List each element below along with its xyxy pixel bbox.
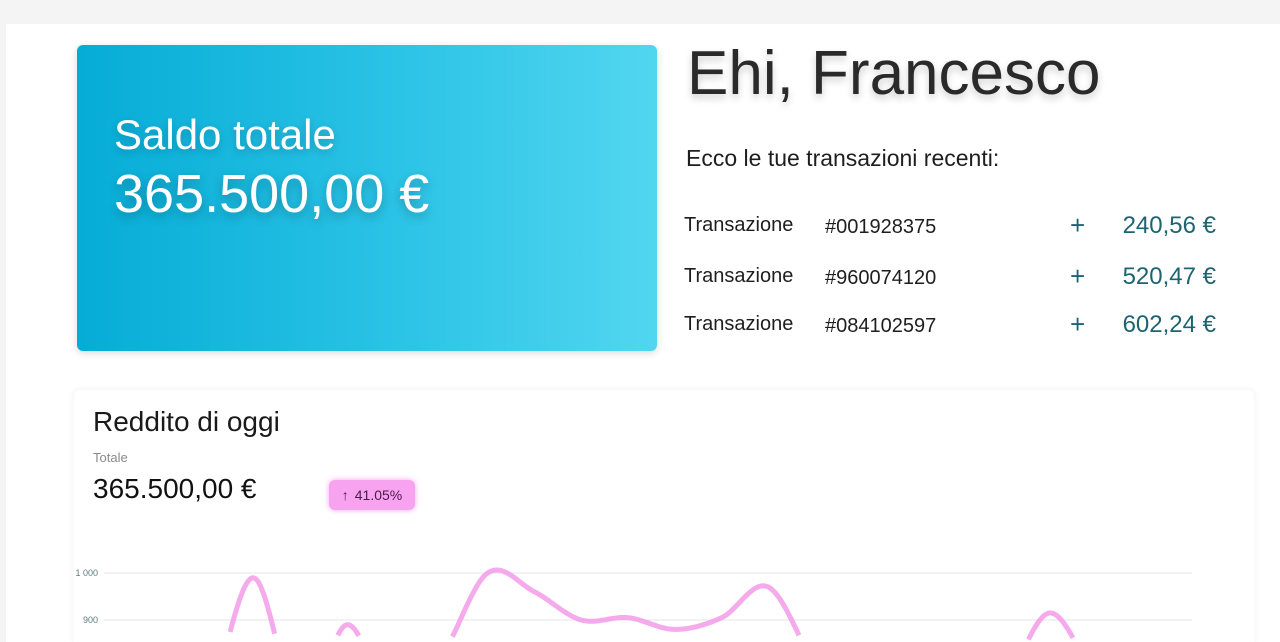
plus-icon: + xyxy=(1070,210,1086,240)
balance-value: 365.500,00 € xyxy=(114,164,430,224)
growth-badge: ↑ 41.05% xyxy=(329,480,415,510)
transactions-subtitle: Ecco le tue transazioni recenti: xyxy=(686,145,1000,171)
transaction-id: #001928375 xyxy=(825,216,937,238)
transaction-id: #960074120 xyxy=(825,267,937,289)
transaction-label: Transazione xyxy=(684,265,794,287)
transaction-amount: 240,56 € xyxy=(1122,212,1216,239)
transaction-id: #084102597 xyxy=(825,315,937,337)
transaction-row[interactable]: Transazione #084102597 + 602,24 € xyxy=(684,309,1216,343)
arrow-up-icon: ↑ xyxy=(341,487,349,503)
plus-icon: + xyxy=(1070,261,1086,291)
total-label: Totale xyxy=(93,450,128,465)
balance-card: Saldo totale 365.500,00 € xyxy=(77,45,657,351)
income-card: Reddito di oggi Totale 365.500,00 € ↑ 41… xyxy=(74,390,1254,642)
y-tick-label: 900 xyxy=(83,615,98,625)
plus-icon: + xyxy=(1070,309,1086,339)
total-value: 365.500,00 € xyxy=(93,473,257,504)
transaction-amount: 602,24 € xyxy=(1122,311,1216,338)
transaction-row[interactable]: Transazione #960074120 + 520,47 € xyxy=(684,261,1216,295)
income-title: Reddito di oggi xyxy=(93,406,280,437)
transaction-amount: 520,47 € xyxy=(1122,263,1216,290)
balance-label: Saldo totale xyxy=(114,111,336,158)
transaction-label: Transazione xyxy=(684,214,794,236)
greeting-title: Ehi, Francesco xyxy=(687,39,1101,108)
income-series-line xyxy=(227,567,1076,641)
transaction-label: Transazione xyxy=(684,313,794,335)
y-tick-label: 1 000 xyxy=(75,568,98,578)
growth-percent: 41.05% xyxy=(354,487,403,503)
income-line-chart: 1 000 900 xyxy=(75,567,1192,641)
transaction-row[interactable]: Transazione #001928375 + 240,56 € xyxy=(684,210,1216,244)
